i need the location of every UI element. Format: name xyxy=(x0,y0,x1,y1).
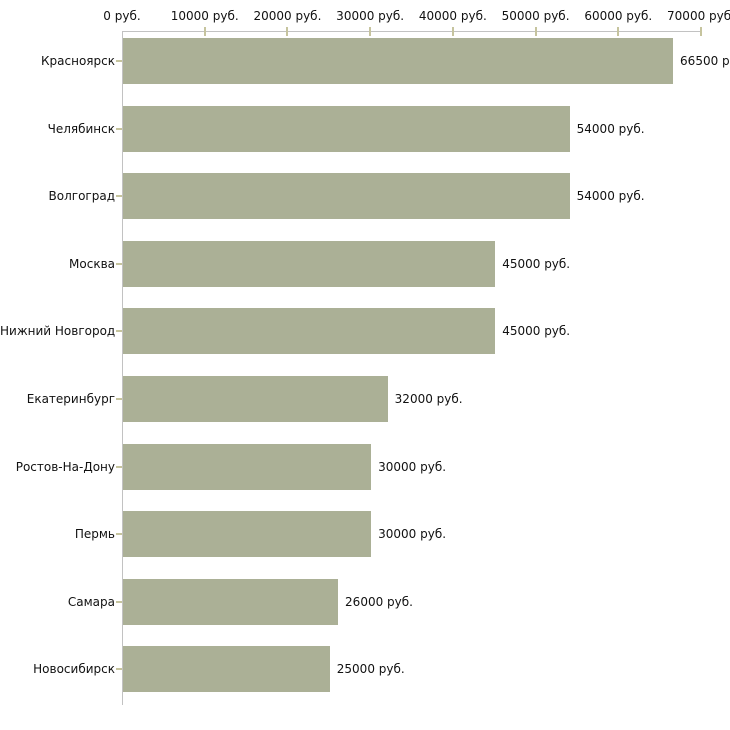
bar-4 xyxy=(123,240,496,287)
x-axis-tick-mark xyxy=(451,27,454,36)
x-axis-tick-label: 20000 руб. xyxy=(253,9,322,23)
value-label: 30000 руб. xyxy=(378,459,447,474)
y-axis-tick-mark xyxy=(116,465,122,468)
x-axis-line xyxy=(122,31,702,32)
x-axis-tick-label: 40000 руб. xyxy=(418,9,487,23)
category-label: Красноярск xyxy=(41,54,115,68)
value-label: 45000 руб. xyxy=(502,324,571,339)
y-axis-tick-mark xyxy=(116,195,122,198)
bar-7 xyxy=(123,443,372,490)
bar-9 xyxy=(123,578,339,625)
y-axis-tick-mark xyxy=(116,262,122,265)
value-label: 66500 руб. xyxy=(680,54,730,68)
x-axis-tick-mark xyxy=(700,27,702,36)
value-label: 25000 руб. xyxy=(336,662,405,677)
x-axis-tick-label: 50000 руб. xyxy=(501,9,570,23)
y-axis-line xyxy=(122,31,123,705)
x-axis-tick-mark xyxy=(203,27,206,36)
x-axis-tick-label: 60000 руб. xyxy=(584,9,653,23)
value-label: 45000 руб. xyxy=(502,256,571,271)
y-axis-tick-mark xyxy=(116,60,122,62)
value-label: 54000 руб. xyxy=(576,121,645,136)
value-label: 54000 руб. xyxy=(576,189,645,204)
y-axis-tick-mark xyxy=(116,127,122,130)
x-axis-tick-label: 30000 руб. xyxy=(336,9,405,23)
x-axis-tick-label: 10000 руб. xyxy=(170,9,239,23)
category-label: Челябинск xyxy=(47,121,115,136)
bar-10 xyxy=(123,646,330,693)
bar-8 xyxy=(123,511,372,558)
x-axis-tick-mark xyxy=(534,27,537,36)
category-label: Самара xyxy=(67,594,115,609)
y-axis-tick-mark xyxy=(116,533,122,536)
category-label: Нижний Новгород xyxy=(0,324,116,339)
x-axis-tick-label: 0 руб. xyxy=(103,9,141,23)
category-label: Ростов-На-Дону xyxy=(15,459,115,474)
x-axis-tick-mark xyxy=(617,27,620,36)
category-label: Пермь xyxy=(74,527,115,542)
bar-6 xyxy=(123,376,388,422)
bar-2 xyxy=(123,105,570,152)
x-axis-tick-mark xyxy=(286,27,289,36)
y-axis-tick-mark xyxy=(116,330,122,333)
bar-3 xyxy=(123,173,570,220)
x-axis-tick-label: 70000 руб. xyxy=(667,9,730,23)
category-label: Москва xyxy=(69,256,115,271)
category-label: Волгоград xyxy=(48,189,115,204)
y-axis-tick-mark xyxy=(116,668,122,671)
value-label: 30000 руб. xyxy=(378,527,447,542)
x-axis-tick-mark xyxy=(369,27,372,36)
y-axis-tick-mark xyxy=(116,600,122,603)
category-label: Новосибирск xyxy=(33,662,115,677)
y-axis-tick-mark xyxy=(116,398,122,400)
category-label: Екатеринбург xyxy=(26,392,115,406)
bar-5 xyxy=(123,308,496,355)
value-label: 26000 руб. xyxy=(345,594,413,609)
value-label: 32000 руб. xyxy=(394,392,463,406)
bar-1 xyxy=(123,38,674,84)
